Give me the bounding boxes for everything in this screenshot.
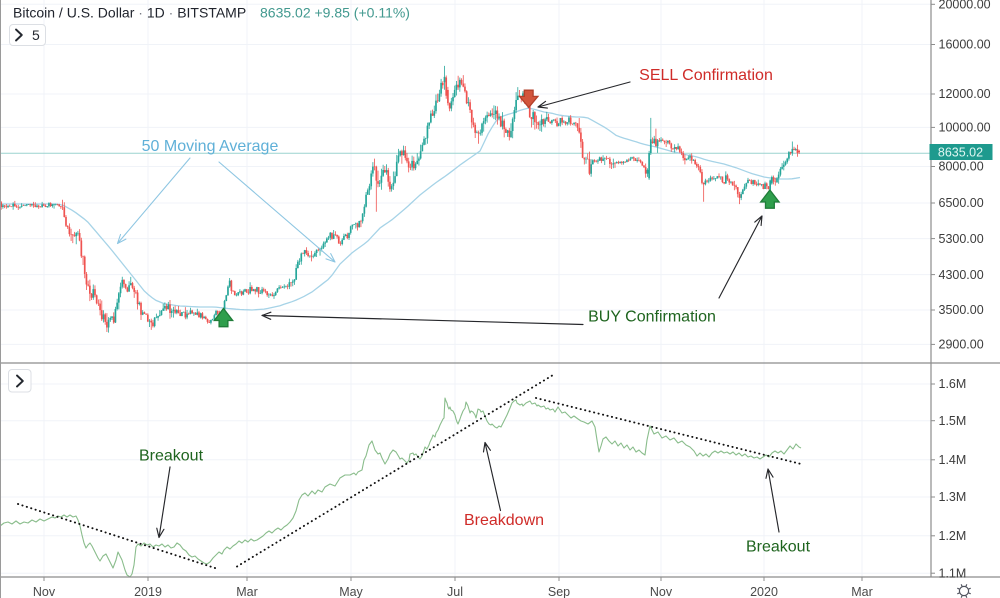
svg-text:12000.00: 12000.00 xyxy=(939,87,991,101)
svg-text:16000.00: 16000.00 xyxy=(939,38,991,52)
svg-text:1.2M: 1.2M xyxy=(939,529,967,543)
svg-text:Mar: Mar xyxy=(236,585,258,598)
svg-text:8635.02: 8635.02 xyxy=(938,145,983,159)
svg-text:3500.00: 3500.00 xyxy=(939,303,984,317)
svg-text:SELL Confirmation: SELL Confirmation xyxy=(639,67,773,84)
svg-text:1.3M: 1.3M xyxy=(939,490,967,504)
svg-text:5: 5 xyxy=(32,27,40,43)
svg-text:50 Moving Average: 50 Moving Average xyxy=(142,138,279,155)
svg-text:2020: 2020 xyxy=(750,585,778,598)
svg-text:Sep: Sep xyxy=(548,585,570,598)
svg-text:Breakdown: Breakdown xyxy=(464,512,544,529)
svg-text:8635.02 +9.85 (+0.11%): 8635.02 +9.85 (+0.11%) xyxy=(260,5,410,21)
svg-text:Nov: Nov xyxy=(33,585,56,598)
svg-text:Breakout: Breakout xyxy=(746,539,811,556)
svg-text:10000.00: 10000.00 xyxy=(939,121,991,135)
svg-text:6500.00: 6500.00 xyxy=(939,196,984,210)
svg-text:May: May xyxy=(339,585,363,598)
svg-text:Breakout: Breakout xyxy=(139,448,204,465)
svg-text:20000.00: 20000.00 xyxy=(939,0,991,12)
svg-text:Jul: Jul xyxy=(447,585,463,598)
svg-text:1.5M: 1.5M xyxy=(939,414,967,428)
svg-text:BUY Confirmation: BUY Confirmation xyxy=(588,309,716,326)
svg-text:1.4M: 1.4M xyxy=(939,453,967,467)
svg-text:1.1M: 1.1M xyxy=(939,566,967,580)
svg-text:Bitcoin / U.S. Dollar · 1D · B: Bitcoin / U.S. Dollar · 1D · BITSTAMP xyxy=(13,5,246,21)
svg-text:2019: 2019 xyxy=(134,585,162,598)
svg-text:Mar: Mar xyxy=(851,585,873,598)
svg-text:5300.00: 5300.00 xyxy=(939,232,984,246)
svg-text:1.6M: 1.6M xyxy=(939,377,967,391)
svg-text:4300.00: 4300.00 xyxy=(939,268,984,282)
svg-text:8000.00: 8000.00 xyxy=(939,160,984,174)
svg-text:2900.00: 2900.00 xyxy=(939,338,984,352)
svg-text:Nov: Nov xyxy=(650,585,673,598)
